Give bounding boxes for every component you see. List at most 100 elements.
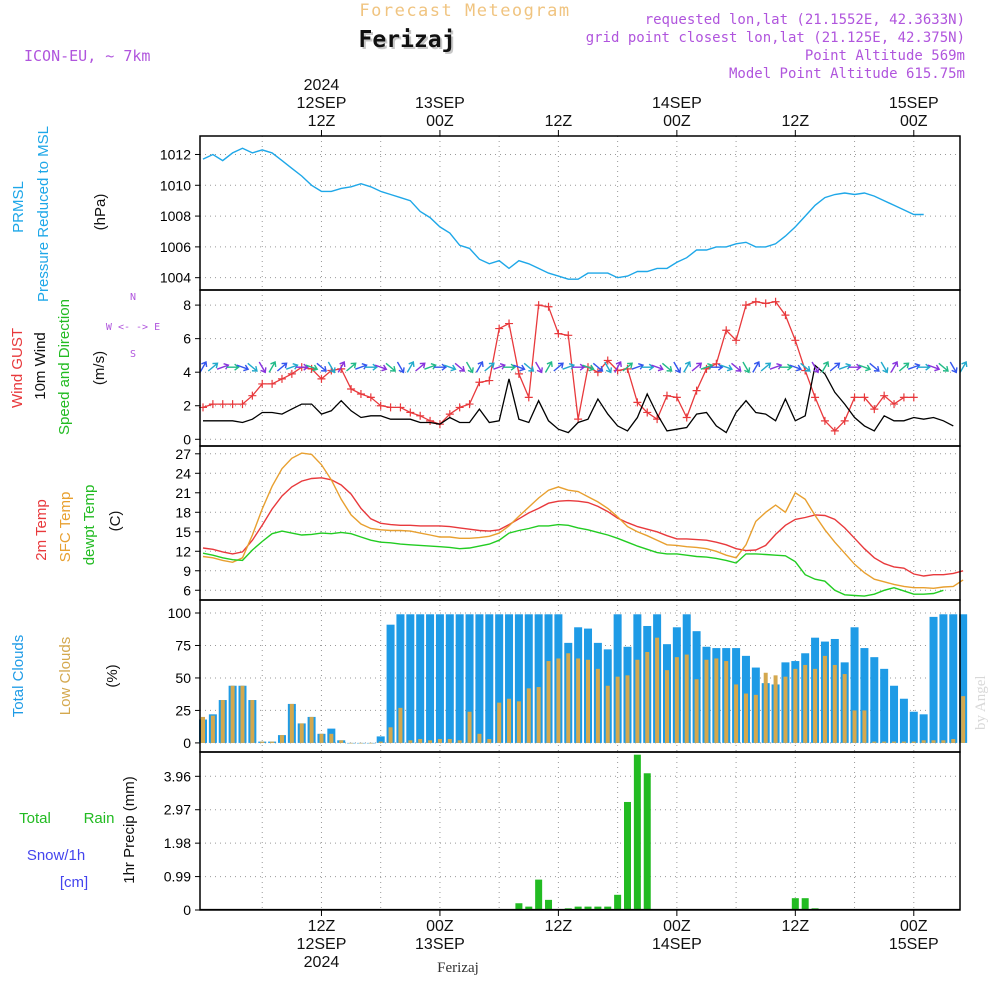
wind-gust-marker xyxy=(672,393,681,402)
total-clouds-bar xyxy=(495,614,504,743)
wind-gust-marker xyxy=(870,405,879,414)
wind-direction-arrow xyxy=(523,362,535,372)
wind-gust-marker xyxy=(890,400,899,409)
wind-gust-marker xyxy=(603,356,612,365)
model-label: ICON-EU, ~ 7km xyxy=(24,47,150,65)
top-time-label: 12SEP xyxy=(297,95,347,112)
top-time-label: 14SEP xyxy=(652,95,702,112)
wind-direction-arrow xyxy=(691,362,703,372)
wind-gust-marker xyxy=(840,416,849,425)
low-clouds-bar xyxy=(349,742,354,744)
pressure-label-desc: Pressure Reduced to MSL xyxy=(35,126,52,302)
wind-gust-marker xyxy=(860,393,869,402)
wind-direction-arrow xyxy=(316,362,327,372)
wind-gust-marker xyxy=(366,393,375,402)
low-clouds-bar xyxy=(813,668,818,743)
wind-direction-arrow xyxy=(614,360,622,373)
wind-gust-marker xyxy=(524,393,533,402)
low-clouds-bar xyxy=(882,741,887,743)
low-clouds-bar xyxy=(911,741,916,743)
low-clouds-bar xyxy=(408,740,413,743)
wind-gust-marker xyxy=(287,369,296,378)
top-time-label: 00Z xyxy=(426,113,454,130)
wind-direction-arrow xyxy=(216,362,230,370)
total-clouds-bar xyxy=(880,668,889,743)
temp-dewpt-line xyxy=(202,523,944,597)
low-clouds-bar xyxy=(832,664,837,743)
location-title-shadow: Ferizaj xyxy=(361,29,458,55)
wind-gust-marker xyxy=(554,329,563,338)
low-clouds-bar xyxy=(487,739,492,743)
wind-gust-marker xyxy=(791,336,800,345)
wind-gust-marker xyxy=(228,400,237,409)
wind-gust-marker xyxy=(722,326,731,335)
low-clouds-bar xyxy=(270,741,275,743)
wind-direction-arrow xyxy=(742,361,751,374)
low-clouds-bar xyxy=(497,702,502,743)
wind-direction-arrow xyxy=(268,360,277,373)
wind-gust-marker xyxy=(732,336,741,345)
rain-bar xyxy=(791,898,799,910)
top-time-label: 00Z xyxy=(663,113,691,130)
wind-direction-arrow xyxy=(582,364,595,372)
wind-gust-marker xyxy=(761,299,770,308)
y-tick-label: 6 xyxy=(183,582,191,598)
wind-gust-marker xyxy=(593,368,602,377)
low-clouds-bar xyxy=(783,676,788,743)
chart-plot-area: 1004100610081010101202468691215182124270… xyxy=(160,77,968,971)
low-clouds-bar xyxy=(220,700,225,743)
wind-gust-marker xyxy=(465,400,474,409)
wind-gust-marker xyxy=(406,408,415,417)
bottom-time-label: 00Z xyxy=(900,918,928,935)
y-tick-label: 0 xyxy=(183,431,191,447)
wind-gust-marker xyxy=(386,403,395,412)
low-clouds-bar xyxy=(556,658,561,743)
low-clouds-bar xyxy=(901,741,906,743)
total-clouds-bar xyxy=(929,616,938,743)
low-clouds-bar xyxy=(329,733,334,743)
total-clouds-bar xyxy=(455,614,464,743)
y-tick-label: 21 xyxy=(175,485,191,501)
wind-direction-arrow xyxy=(493,362,506,370)
y-tick-label: 6 xyxy=(183,331,191,347)
wind-direction-arrow xyxy=(396,361,405,374)
wind-gust-marker xyxy=(347,384,356,393)
wind-gust-marker xyxy=(514,369,523,378)
wind-direction-arrow xyxy=(700,362,714,370)
rain-bar xyxy=(584,906,592,910)
wind-label-direction: Speed and Direction xyxy=(56,299,73,435)
wind-gust-marker xyxy=(238,400,247,409)
low-clouds-bar xyxy=(793,668,798,743)
wind-direction-arrow xyxy=(789,364,803,372)
low-clouds-bar xyxy=(951,739,956,743)
compass-we: W <- -> E xyxy=(106,322,160,333)
wind-gust-marker xyxy=(475,378,484,387)
low-clouds-bar xyxy=(240,685,245,743)
low-clouds-bar xyxy=(319,733,324,743)
wind-direction-arrow xyxy=(661,362,673,372)
wind-gust-marker xyxy=(505,319,514,328)
y-tick-label: 1008 xyxy=(160,208,191,224)
bottom-time-label: 00Z xyxy=(663,918,691,935)
wind-gust-marker xyxy=(771,297,780,306)
wind-gust-marker xyxy=(751,297,760,306)
low-clouds-bar xyxy=(822,655,827,743)
y-tick-label: 18 xyxy=(175,504,191,520)
wind-direction-arrow xyxy=(592,362,604,372)
wind-gust-marker xyxy=(781,311,790,320)
rain-bar xyxy=(545,899,553,910)
y-tick-label: 1004 xyxy=(160,270,191,286)
total-clouds-bar xyxy=(505,614,514,743)
wind-direction-arrow xyxy=(838,362,852,370)
wind-direction-arrow xyxy=(604,361,613,374)
wind-gust-marker xyxy=(899,393,908,402)
wind-gust-marker xyxy=(692,386,701,395)
panel-frame xyxy=(199,751,961,911)
wind-gust-marker xyxy=(643,408,652,417)
wind-direction-arrow xyxy=(475,360,484,373)
bottom-time-label: 15SEP xyxy=(889,936,939,953)
low-clouds-bar xyxy=(615,676,620,743)
wind-direction-arrow xyxy=(829,362,841,372)
wind-direction-arrow xyxy=(327,361,336,374)
wind-direction-arrow xyxy=(821,360,830,373)
